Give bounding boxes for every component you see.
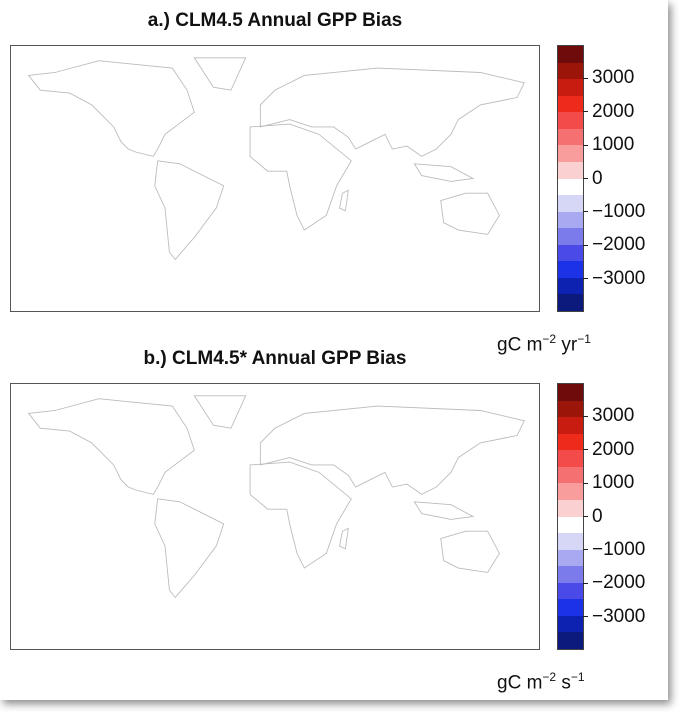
colorbar-bin <box>558 195 583 212</box>
colorbar-tick-label: 1000 <box>582 135 634 154</box>
panel-b-title: b.) CLM4.5* Annual GPP Bias <box>143 348 407 369</box>
colorbar-bin <box>558 433 583 451</box>
colorbar-bin <box>558 599 583 616</box>
colorbar-tick-label: 1000 <box>582 473 634 492</box>
colorbar-tick-label: −3000 <box>582 607 645 626</box>
panel-b-unit: gC m−2 s−1 <box>497 670 585 694</box>
colorbar-tick-label: −3000 <box>582 269 645 288</box>
colorbar-tick-label: 3000 <box>582 68 634 87</box>
colorbar-tick-label: 0 <box>583 169 603 188</box>
colorbar-tick-label: −1000 <box>582 540 645 559</box>
colorbar-tick-label: 3000 <box>582 406 634 425</box>
colorbar-tick-label: 2000 <box>582 102 634 121</box>
colorbar-tick-label: 0 <box>583 507 603 526</box>
colorbar-bin <box>558 95 583 113</box>
panel-a-unit: gC m−2 yr−1 <box>497 332 591 356</box>
colorbar-bin <box>558 632 583 649</box>
colorbar-bin <box>558 549 583 567</box>
colorbar-tick-label: −1000 <box>582 202 645 221</box>
colorbar-bin <box>558 417 583 434</box>
colorbar-bin <box>558 483 583 500</box>
colorbar-bin <box>558 46 583 63</box>
panel-b-colorbar <box>557 383 584 650</box>
colorbar-bin <box>558 112 583 129</box>
colorbar-bin <box>558 145 583 162</box>
colorbar-bin <box>558 277 583 295</box>
colorbar-bin <box>558 615 583 633</box>
colorbar-bin <box>558 211 583 229</box>
colorbar-bin <box>558 178 583 196</box>
colorbar-bin <box>558 400 583 418</box>
panel-a-title: a.) CLM4.5 Annual GPP Bias <box>147 10 403 31</box>
colorbar-tick-label: −2000 <box>582 573 645 592</box>
panel-a-map <box>10 45 540 312</box>
colorbar-bin <box>558 450 583 467</box>
colorbar-bin <box>558 228 583 245</box>
colorbar-bin <box>558 294 583 311</box>
colorbar-bin <box>558 384 583 401</box>
colorbar-tick-label: 2000 <box>582 440 634 459</box>
colorbar-bin <box>558 244 583 262</box>
colorbar-bin <box>558 582 583 600</box>
colorbar-bin <box>558 516 583 534</box>
colorbar-bin <box>558 533 583 550</box>
colorbar-tick-label: −2000 <box>582 235 645 254</box>
colorbar-bin <box>558 499 583 517</box>
colorbar-bin <box>558 128 583 146</box>
panel-a-colorbar <box>557 45 584 312</box>
colorbar-bin <box>558 79 583 96</box>
colorbar-bin <box>558 566 583 583</box>
colorbar-bin <box>558 466 583 484</box>
colorbar-bin <box>558 261 583 278</box>
panel-b-map <box>10 383 540 650</box>
colorbar-bin <box>558 161 583 179</box>
colorbar-bin <box>558 62 583 80</box>
